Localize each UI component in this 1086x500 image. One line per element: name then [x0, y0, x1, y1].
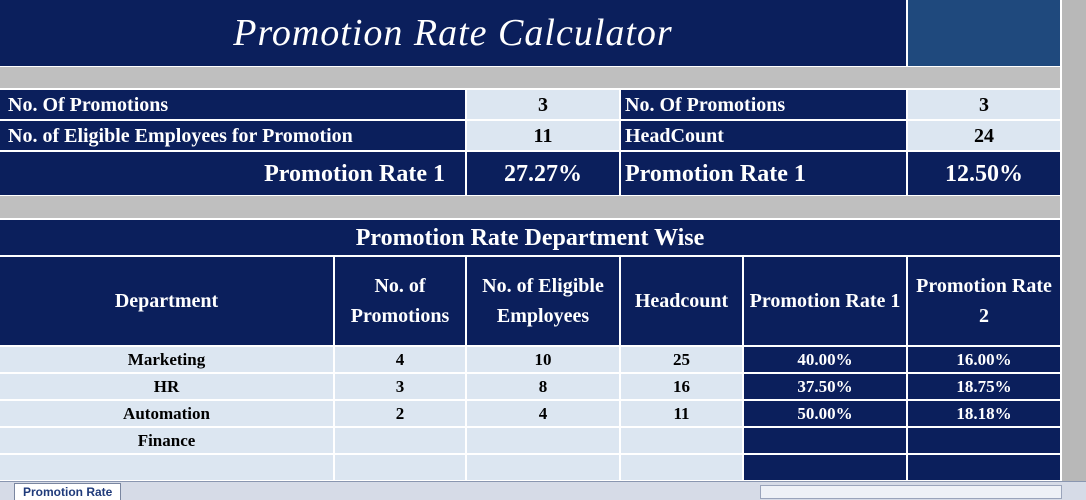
- summary-label: Promotion Rate 1: [0, 152, 465, 195]
- table-cell: 2: [335, 401, 465, 426]
- table-cell: [621, 455, 742, 480]
- summary-value: 11: [467, 121, 619, 150]
- title-side-cell: [908, 0, 1060, 66]
- table-header: No. of Promotions: [335, 257, 465, 345]
- title: Promotion Rate Calculator: [0, 0, 906, 66]
- table-cell: 4: [335, 347, 465, 372]
- table-cell: 16.00%: [908, 347, 1060, 372]
- table-cell: [908, 455, 1060, 480]
- table-cell: [744, 455, 906, 480]
- table-cell: 18.18%: [908, 401, 1060, 426]
- table-header: Department: [0, 257, 333, 345]
- summary-label: No. of Eligible Employees for Promotion: [0, 121, 465, 150]
- table-cell: [467, 455, 619, 480]
- tab-bar: Promotion Rate: [0, 481, 1086, 500]
- table-cell: [467, 428, 619, 453]
- spacer-row: [0, 196, 1060, 218]
- sheet-tab[interactable]: Promotion Rate: [14, 483, 122, 500]
- table-header: Headcount: [621, 257, 742, 345]
- summary-label: No. Of Promotions: [0, 90, 465, 119]
- table-cell: 50.00%: [744, 401, 906, 426]
- summary-value: 27.27%: [467, 152, 619, 195]
- table-cell: 11: [621, 401, 742, 426]
- summary-label: HeadCount: [621, 121, 906, 150]
- table-cell: [908, 428, 1060, 453]
- department: Automation: [0, 401, 333, 426]
- table-cell: 40.00%: [744, 347, 906, 372]
- table-title: Promotion Rate Department Wise: [0, 220, 1060, 255]
- table-cell: 10: [467, 347, 619, 372]
- table-cell: [335, 428, 465, 453]
- summary-value: 3: [467, 90, 619, 119]
- table-cell: [621, 428, 742, 453]
- table-header: Promotion Rate 2: [908, 257, 1060, 345]
- summary-label: No. Of Promotions: [621, 90, 906, 119]
- department: Finance: [0, 428, 333, 453]
- table-cell: [335, 455, 465, 480]
- summary-value: 24: [908, 121, 1060, 150]
- summary-label: Promotion Rate 1: [621, 152, 906, 195]
- table-cell: 25: [621, 347, 742, 372]
- table-cell: 16: [621, 374, 742, 399]
- h-scrollbar[interactable]: [760, 485, 1062, 499]
- table-header: Promotion Rate 1: [744, 257, 906, 345]
- table-cell: 8: [467, 374, 619, 399]
- table-cell: 3: [335, 374, 465, 399]
- department: Marketing: [0, 347, 333, 372]
- table-cell: 37.50%: [744, 374, 906, 399]
- scrollbar[interactable]: [1062, 0, 1086, 481]
- department: HR: [0, 374, 333, 399]
- spacer-row: [0, 67, 1060, 88]
- table-cell: 18.75%: [908, 374, 1060, 399]
- summary-value: 12.50%: [908, 152, 1060, 195]
- summary-value: 3: [908, 90, 1060, 119]
- table-cell: [744, 428, 906, 453]
- department: [0, 455, 333, 480]
- table-cell: 4: [467, 401, 619, 426]
- table-header: No. of Eligible Employees: [467, 257, 619, 345]
